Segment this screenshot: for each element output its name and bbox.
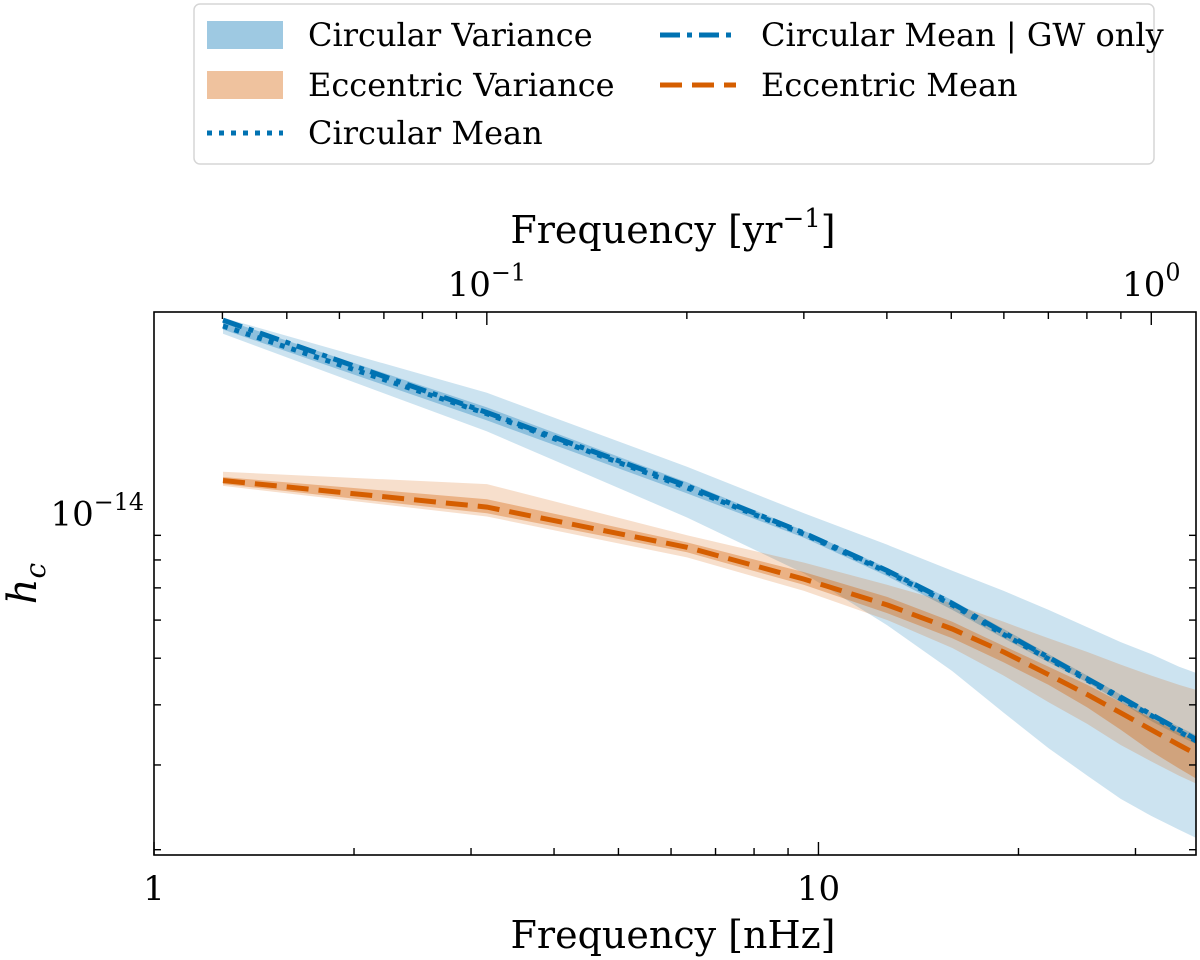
series-line-eccentric-mean [222, 478, 1196, 757]
variance-band-0 [223, 317, 1196, 838]
legend-label: Circular Mean [308, 114, 543, 152]
legend-entry-circ_gw: Circular Mean | GW only [660, 16, 1164, 54]
top-x-tick-label: 100 [1122, 259, 1180, 305]
legend: Circular Variance Eccentric Variance Circu… [193, 3, 1164, 165]
legend-label: Eccentric Mean [761, 66, 1018, 104]
legend-label: Circular Variance [308, 16, 593, 54]
legend-entry-ecc_var: Eccentric Variance [207, 66, 615, 104]
top-axis-label: Frequency [yr−1] [510, 204, 835, 252]
x-tick-label: 1 [143, 869, 165, 909]
axis-ticks [153, 312, 1196, 855]
legend-swatch [207, 71, 283, 99]
x-axis-label: Frequency [nHz] [511, 913, 836, 957]
legend-entry-circ_mean: Circular Mean [207, 114, 543, 152]
top-x-tick-label: 10−1 [448, 259, 526, 305]
variance-bands [223, 317, 1196, 838]
legend-entry-circ_var: Circular Variance [207, 16, 593, 54]
plot-area [222, 317, 1196, 838]
y-axis-label: hc [0, 562, 52, 604]
axis-labels: 1 10 10−14 10−1 100 Frequency [nHz] Frequency … [0, 204, 1180, 957]
series-line-circular-mean [222, 323, 1196, 744]
legend-label: Eccentric Variance [308, 66, 615, 104]
x-tick-label: 10 [797, 869, 840, 909]
legend-label: Circular Mean | GW only [761, 16, 1164, 54]
plot-frame [153, 311, 1197, 856]
mean-lines [222, 317, 1196, 757]
variance-band-1 [223, 319, 1196, 745]
y-tick-label: 10−14 [51, 488, 145, 534]
legend-swatch [207, 21, 283, 49]
legend-entry-ecc_mean: Eccentric Mean [660, 66, 1018, 104]
variance-band-2 [223, 471, 1196, 784]
